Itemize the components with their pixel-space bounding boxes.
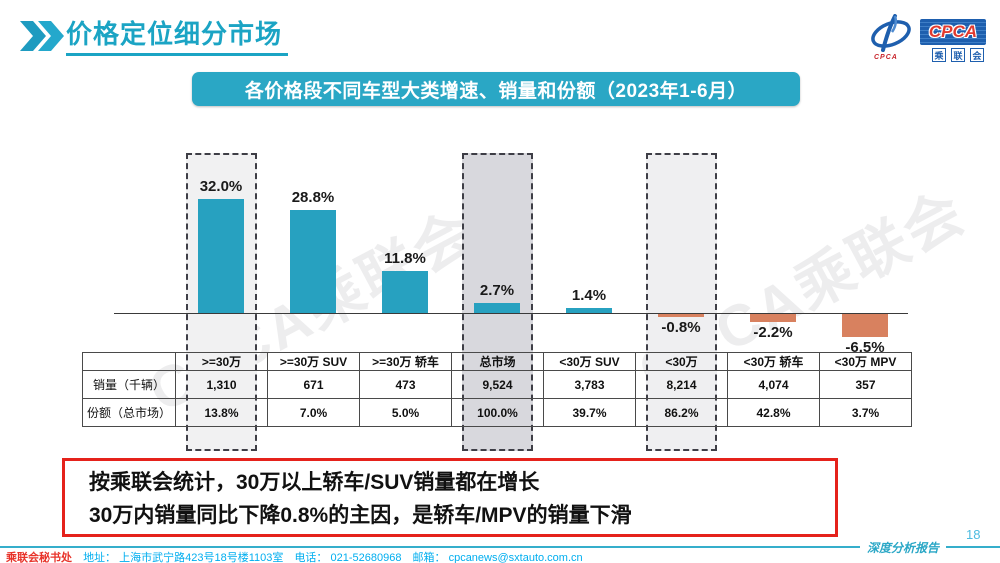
bar-<30万 bbox=[658, 314, 704, 317]
table-column-header: 总市场 bbox=[451, 352, 544, 371]
bar-value-label: -0.8% bbox=[661, 319, 701, 336]
callout-line-1: 按乘联会统计，30万以上轿车/SUV销量都在增长 bbox=[89, 471, 540, 494]
logo-char: 乘 bbox=[932, 48, 946, 62]
table-corner-cell bbox=[82, 352, 176, 371]
x-axis-line bbox=[114, 313, 908, 314]
bar-value-label: -2.2% bbox=[753, 324, 793, 341]
table-column-header: <30万 SUV bbox=[543, 352, 636, 371]
footer-phone: 电话： 021-52680968 bbox=[294, 552, 402, 563]
table-cell: 5.0% bbox=[359, 398, 452, 427]
double-chevron-icon bbox=[20, 21, 64, 51]
bar-<30万 轿车 bbox=[750, 314, 796, 322]
bar-<30万 MPV bbox=[842, 314, 888, 337]
bar-value-label: -6.5% bbox=[845, 339, 885, 356]
table-column-header: <30万 MPV bbox=[819, 352, 912, 371]
table-cell: 9,524 bbox=[451, 370, 544, 399]
table-cell: 42.8% bbox=[727, 398, 820, 427]
bar-value-label: 28.8% bbox=[291, 189, 335, 206]
bar-value-label: 1.4% bbox=[571, 287, 607, 304]
table-column-header: >=30万 轿车 bbox=[359, 352, 452, 371]
table-cell: 1,310 bbox=[175, 370, 268, 399]
data-table: >=30万 >=30万 SUV >=30万 轿车 总市场 <30万 SUV <30万 <30… bbox=[82, 352, 912, 427]
summary-callout-box: 按乘联会统计，30万以上轿车/SUV销量都在增长 30万内销量同比下降0.8%的… bbox=[62, 458, 838, 537]
bar-value-label: 32.0% bbox=[199, 178, 243, 195]
table-cell: 86.2% bbox=[635, 398, 728, 427]
bar->=30万 SUV bbox=[290, 210, 336, 313]
logo-acronym-box: CPCA bbox=[920, 19, 986, 45]
table-column-header: >=30万 SUV bbox=[267, 352, 360, 371]
page-number: 18 bbox=[966, 527, 981, 542]
footer-email[interactable]: 邮箱： cpcanews@sxtauto.com.cn bbox=[412, 552, 583, 563]
page-title: 价格定位细分市场 bbox=[66, 18, 289, 56]
table-cell: 3,783 bbox=[543, 370, 636, 399]
table-cell: 100.0% bbox=[451, 398, 544, 427]
table-column-header: >=30万 bbox=[175, 352, 268, 371]
bar->=30万 轿车 bbox=[382, 271, 428, 313]
cpca-logo: CPCA CPCA 乘 联 会 bbox=[868, 12, 986, 66]
table-cell: 473 bbox=[359, 370, 452, 399]
table-cell: 3.7% bbox=[819, 398, 912, 427]
logo-swoosh-caption: CPCA bbox=[874, 54, 898, 61]
logo-chinese-name: 乘 联 会 bbox=[932, 48, 984, 62]
logo-char: 会 bbox=[970, 48, 984, 62]
bar->=30万 bbox=[198, 199, 244, 313]
bar-value-label: 11.8% bbox=[384, 250, 426, 267]
bar-总市场 bbox=[474, 303, 520, 313]
logo-acronym: CPCA bbox=[928, 22, 978, 41]
table-cell: 8,214 bbox=[635, 370, 728, 399]
table-cell: 671 bbox=[267, 370, 360, 399]
footer-divider-line bbox=[0, 546, 1000, 548]
table-cell: 13.8% bbox=[175, 398, 268, 427]
table-row: 份额（总市场） 13.8% 7.0% 5.0% 100.0% 39.7% 86.2% 42.8… bbox=[82, 398, 912, 427]
table-cell: 7.0% bbox=[267, 398, 360, 427]
logo-char: 联 bbox=[951, 48, 965, 62]
table-cell: 357 bbox=[819, 370, 912, 399]
bar-value-label: 2.7% bbox=[479, 282, 515, 299]
table-row-header: 销量（千辆） bbox=[82, 370, 176, 399]
report-type-label: 深度分析报告 bbox=[860, 539, 947, 556]
cpca-swoosh-icon bbox=[871, 14, 911, 52]
bar-<30万 SUV bbox=[566, 308, 612, 313]
table-column-header: <30万 bbox=[635, 352, 728, 371]
footer-address: 地址： 上海市武宁路423号18号楼1103室 bbox=[83, 552, 284, 563]
footer-contact-info: 乘联会秘书处 地址： 上海市武宁路423号18号楼1103室 电话： 021-5… bbox=[6, 549, 591, 563]
table-row: 销量（千辆） 1,310 671 473 9,524 3,783 8,214 4,074 357 bbox=[82, 370, 912, 399]
chart-title-banner: 各价格段不同车型大类增速、销量和份额（2023年1-6月） bbox=[192, 72, 800, 106]
table-row-header: 份额（总市场） bbox=[82, 398, 176, 427]
table-cell: 39.7% bbox=[543, 398, 636, 427]
footer-org: 乘联会秘书处 bbox=[6, 552, 72, 563]
callout-line-2: 30万内销量同比下降0.8%的主因，是轿车/MPV的销量下滑 bbox=[89, 503, 632, 527]
table-column-header: <30万 轿车 bbox=[727, 352, 820, 371]
table-cell: 4,074 bbox=[727, 370, 820, 399]
